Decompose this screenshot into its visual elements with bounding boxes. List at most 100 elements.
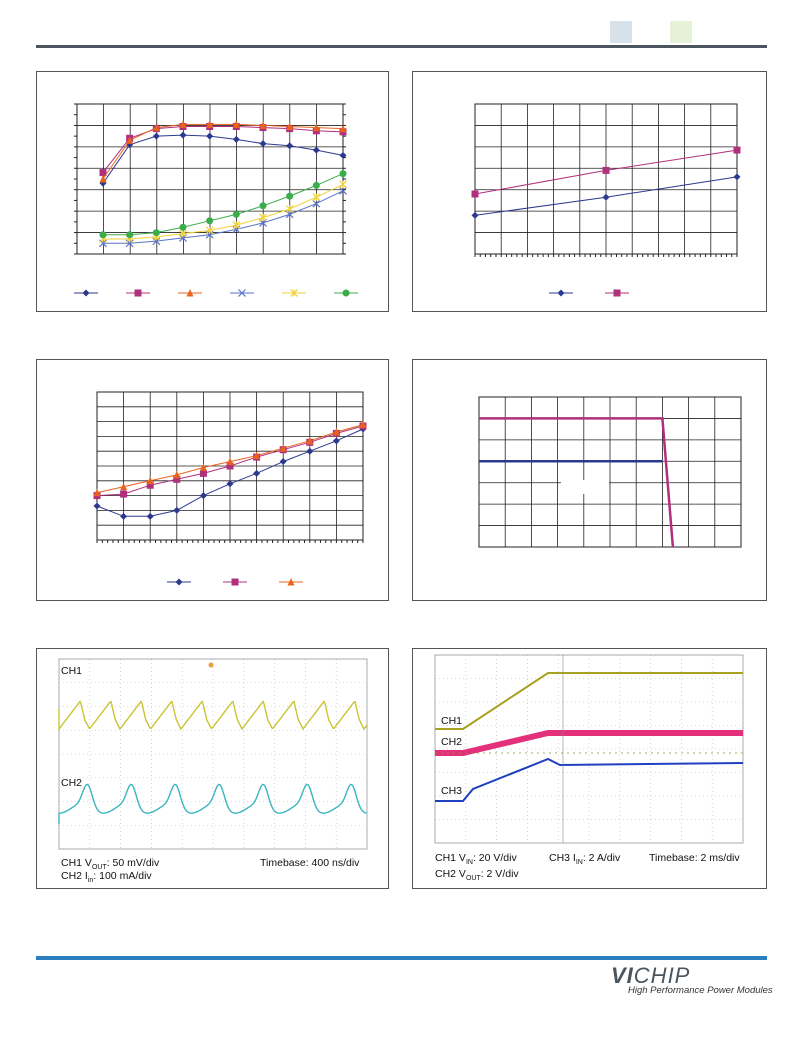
scope2-ch3-trace [435, 757, 744, 802]
series-1-line [479, 417, 675, 548]
series-3-point [120, 482, 128, 491]
scope1-ch2-label: CH2 [61, 777, 83, 789]
series-3-point [312, 123, 320, 132]
scope-frame [58, 658, 368, 850]
series-2-line [102, 126, 344, 173]
scope-1-screen [58, 658, 368, 850]
series-6-point [232, 210, 240, 218]
legend-marker-1 [82, 289, 90, 297]
scope1-trigger-marker [208, 662, 214, 668]
series-3-point [286, 122, 294, 130]
scope1-ch1-trace [58, 700, 368, 732]
scope1-ch1-label: CH1 [61, 665, 83, 677]
chart-3 [93, 391, 367, 586]
series-1-point [286, 142, 294, 150]
series-3-point [93, 488, 101, 497]
series-6-point [312, 181, 320, 189]
series-3-point [99, 175, 107, 183]
series-6-line [103, 173, 344, 236]
series-3-point [226, 457, 234, 466]
series-1-point [120, 512, 128, 520]
series-1-point [199, 492, 207, 500]
series-4-point [339, 186, 347, 195]
series-6-point [126, 231, 134, 239]
series-6-point [152, 229, 160, 237]
series-1-line [102, 134, 344, 184]
series-1-point [226, 480, 234, 488]
series-5-point [232, 221, 241, 229]
chart-panel-2 [412, 71, 767, 312]
scope2-line1a: CH1 VIN: 20 V/div [435, 852, 517, 867]
chart-1 [74, 103, 358, 297]
legend-marker-2 [231, 578, 239, 586]
series-3-point [199, 463, 207, 471]
scope-2-screen [434, 654, 744, 844]
series-5-point [312, 193, 321, 202]
chart-panel-3 [36, 359, 389, 601]
chart-4 [478, 396, 742, 548]
series-2-point [99, 169, 107, 177]
legend-marker-6 [342, 289, 350, 297]
series-2-point [733, 146, 741, 154]
series-6-point [179, 223, 187, 231]
chart-panel-4 [412, 359, 767, 601]
scope2-ch2-label: CH2 [441, 736, 463, 748]
series-6-point [259, 202, 267, 210]
series-1-point [279, 458, 287, 466]
header-swatch-blue [610, 21, 632, 43]
series-1-point [206, 132, 214, 140]
series-3-point [332, 427, 340, 436]
series-3-point [359, 420, 367, 429]
header-swatch-green [670, 21, 692, 43]
series-1-point [312, 146, 320, 154]
scope1-timebase: Timebase: 400 ns/div [260, 857, 360, 869]
scope1-line1: CH1 VOUT: 50 mV/div [61, 857, 160, 872]
series-1-point [152, 132, 160, 140]
series-3-point [179, 120, 187, 128]
legend-marker-3 [287, 578, 295, 586]
series-1-point [259, 140, 267, 148]
series-2-point [471, 190, 479, 198]
legend-marker-1 [175, 578, 183, 586]
series-2-point [173, 475, 181, 483]
series-3-point [146, 476, 154, 485]
series-1-point [93, 502, 101, 510]
series-5-point [339, 180, 347, 189]
series-3-point [253, 451, 261, 460]
scope2-ch1-trace [435, 672, 743, 730]
legend-marker-2 [134, 289, 142, 297]
series-3-point [232, 120, 240, 128]
series-3-point [339, 124, 347, 133]
scope2-line1b: CH3 IIN: 2 A/div [549, 852, 621, 867]
series-6-point [286, 192, 294, 200]
series-6-point [99, 231, 107, 239]
scope2-ch3-label: CH3 [441, 785, 463, 797]
series-3-point [173, 470, 181, 479]
series-1-point [602, 193, 610, 201]
series-2-point [226, 462, 234, 470]
series-1-point [146, 512, 154, 520]
series-5-point [179, 229, 187, 238]
series-2-point [602, 166, 610, 174]
series-2-point [199, 469, 207, 477]
series-1-point [306, 447, 314, 455]
chart-2 [471, 103, 741, 297]
series-1-point [173, 506, 181, 514]
legend-marker-1 [557, 289, 565, 297]
series-4-point [312, 199, 321, 208]
series-5-point [285, 205, 294, 213]
series-3-point [279, 444, 287, 452]
series-5-line [103, 183, 344, 240]
series-1-point [99, 179, 107, 187]
footer-rule [36, 956, 767, 960]
series-3-point [152, 123, 160, 132]
series-3-point [206, 120, 214, 128]
legend-marker-3 [186, 289, 194, 297]
series-3-point [126, 136, 134, 144]
scope1-ch2-trace [58, 783, 368, 824]
series-1-point [179, 131, 187, 139]
scope2-line2: CH2 VOUT: 2 V/div [435, 868, 519, 883]
scope-frame [434, 654, 744, 844]
series-1-point [332, 437, 340, 445]
chart-panel-1 [36, 71, 389, 312]
